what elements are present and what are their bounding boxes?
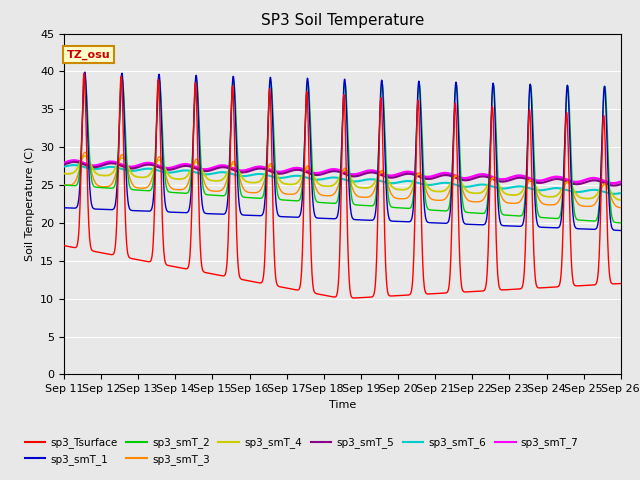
Line: sp3_smT_6: sp3_smT_6: [64, 165, 621, 194]
sp3_smT_3: [171, 187, 179, 192]
sp3_Tsurface: [60, 243, 68, 249]
sp3_smT_3: [502, 199, 509, 205]
sp3_smT_4: [184, 172, 192, 178]
sp3_smT_7: [617, 179, 625, 185]
sp3_smT_7: [184, 162, 192, 168]
Line: sp3_smT_5: sp3_smT_5: [64, 162, 621, 186]
sp3_smT_7: [609, 180, 617, 186]
sp3_smT_1: [81, 69, 89, 75]
sp3_smT_4: [60, 171, 68, 177]
sp3_Tsurface: [246, 278, 254, 284]
sp3_smT_6: [617, 190, 625, 196]
sp3_smT_4: [429, 188, 437, 194]
sp3_smT_1: [429, 220, 437, 226]
sp3_smT_7: [502, 176, 509, 182]
sp3_smT_6: [171, 169, 179, 175]
sp3_smT_7: [246, 166, 254, 172]
sp3_smT_5: [617, 181, 625, 187]
sp3_smT_4: [502, 191, 509, 197]
sp3_smT_6: [551, 185, 559, 191]
Line: sp3_smT_4: sp3_smT_4: [64, 156, 621, 200]
sp3_Tsurface: [184, 264, 192, 270]
Title: SP3 Soil Temperature: SP3 Soil Temperature: [260, 13, 424, 28]
sp3_smT_5: [502, 179, 509, 184]
sp3_smT_3: [81, 149, 89, 155]
sp3_smT_4: [246, 180, 254, 185]
sp3_smT_2: [502, 212, 509, 218]
X-axis label: Time: Time: [329, 400, 356, 409]
sp3_smT_1: [246, 213, 254, 218]
sp3_Tsurface: [552, 284, 559, 290]
sp3_smT_6: [184, 168, 192, 173]
sp3_smT_1: [502, 223, 509, 228]
Text: TZ_osu: TZ_osu: [67, 49, 111, 60]
Line: sp3_smT_2: sp3_smT_2: [64, 79, 621, 223]
sp3_smT_5: [171, 166, 179, 171]
sp3_smT_5: [551, 176, 559, 182]
sp3_smT_3: [617, 205, 625, 211]
sp3_smT_2: [81, 76, 89, 82]
sp3_smT_4: [551, 193, 559, 199]
sp3_smT_7: [70, 157, 78, 163]
sp3_smT_6: [429, 182, 437, 188]
sp3_smT_5: [246, 168, 254, 174]
sp3_smT_6: [502, 185, 509, 191]
Line: sp3_smT_7: sp3_smT_7: [64, 160, 621, 183]
sp3_smT_5: [70, 159, 78, 165]
sp3_smT_6: [60, 164, 68, 169]
sp3_smT_2: [617, 220, 625, 226]
Legend: sp3_Tsurface, sp3_smT_1, sp3_smT_2, sp3_smT_3, sp3_smT_4, sp3_smT_5, sp3_smT_6, : sp3_Tsurface, sp3_smT_1, sp3_smT_2, sp3_…: [25, 438, 579, 465]
sp3_smT_4: [171, 176, 179, 181]
Y-axis label: Soil Temperature (C): Soil Temperature (C): [24, 147, 35, 261]
sp3_smT_1: [184, 209, 192, 215]
sp3_Tsurface: [617, 281, 625, 287]
sp3_smT_3: [551, 202, 559, 207]
sp3_Tsurface: [429, 291, 437, 297]
sp3_smT_3: [184, 180, 192, 186]
sp3_smT_5: [184, 163, 192, 169]
sp3_smT_1: [617, 228, 625, 233]
sp3_smT_7: [60, 160, 68, 166]
sp3_smT_7: [171, 164, 179, 170]
sp3_smT_7: [429, 173, 437, 179]
sp3_smT_6: [246, 172, 254, 178]
sp3_smT_7: [551, 174, 559, 180]
sp3_Tsurface: [350, 295, 358, 301]
sp3_smT_2: [246, 195, 254, 201]
Line: sp3_smT_3: sp3_smT_3: [64, 152, 621, 208]
sp3_smT_6: [611, 191, 618, 197]
sp3_Tsurface: [80, 70, 88, 76]
sp3_smT_5: [429, 175, 437, 181]
sp3_smT_5: [610, 183, 618, 189]
sp3_smT_1: [551, 225, 559, 231]
sp3_Tsurface: [502, 287, 510, 293]
Line: sp3_Tsurface: sp3_Tsurface: [64, 73, 621, 298]
sp3_smT_3: [429, 197, 437, 203]
sp3_smT_2: [551, 216, 559, 221]
sp3_smT_2: [60, 182, 68, 188]
sp3_smT_5: [60, 162, 68, 168]
sp3_smT_3: [60, 182, 68, 188]
sp3_smT_3: [246, 190, 254, 195]
sp3_smT_6: [70, 162, 78, 168]
sp3_smT_1: [171, 209, 179, 215]
sp3_Tsurface: [171, 264, 179, 270]
sp3_smT_1: [60, 205, 68, 211]
sp3_smT_2: [171, 190, 179, 195]
sp3_smT_4: [617, 197, 625, 203]
Line: sp3_smT_1: sp3_smT_1: [64, 72, 621, 230]
sp3_smT_2: [184, 189, 192, 195]
sp3_smT_2: [429, 207, 437, 213]
sp3_smT_4: [81, 153, 89, 159]
